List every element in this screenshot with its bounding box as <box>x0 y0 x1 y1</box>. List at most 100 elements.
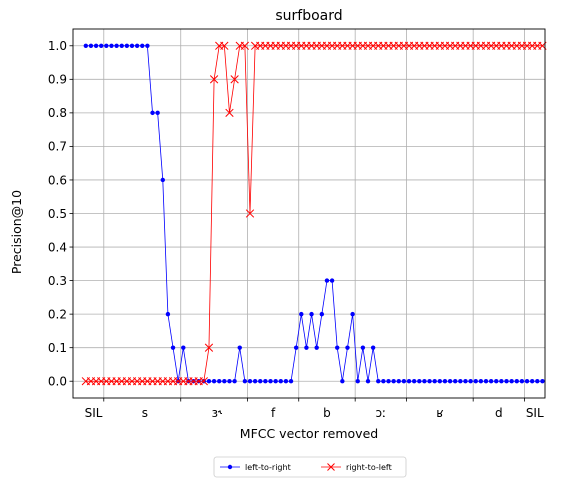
y-tick-label: 1.0 <box>48 39 67 53</box>
data-point <box>206 379 212 384</box>
series-left-to-right <box>83 43 545 384</box>
data-point <box>432 379 437 384</box>
data-point <box>211 379 217 384</box>
y-tick-label: 0.5 <box>48 207 67 221</box>
y-tick-label: 0.9 <box>48 73 67 87</box>
grid <box>73 29 545 398</box>
data-point <box>160 177 165 183</box>
series-right-to-left <box>81 41 547 386</box>
data-point <box>124 43 130 48</box>
data-point <box>309 311 314 317</box>
data-point <box>473 379 478 384</box>
x-tick-label: ɜ˞ <box>212 406 223 420</box>
data-point <box>396 379 401 384</box>
data-point <box>447 379 453 384</box>
data-point <box>199 377 208 386</box>
data-point <box>350 311 355 317</box>
legend: left-to-right right-to-left <box>213 456 407 478</box>
data-point <box>468 379 473 384</box>
series-line <box>85 45 543 382</box>
data-point <box>514 379 519 384</box>
data-point <box>524 379 530 384</box>
legend-label: left-to-right <box>245 463 291 472</box>
chart-title: surfboard <box>275 8 342 24</box>
data-point <box>134 43 140 48</box>
y-tick-label: 0.2 <box>48 307 67 321</box>
data-point <box>365 379 371 384</box>
data-point <box>227 379 232 384</box>
data-point <box>427 379 432 384</box>
data-point <box>340 379 345 384</box>
data-point <box>319 311 325 317</box>
data-point <box>263 379 268 384</box>
data-point <box>478 379 484 384</box>
data-point <box>222 379 227 384</box>
legend-label: right-to-left <box>346 463 392 472</box>
data-point <box>252 379 258 384</box>
x-axis: SIL s ɜ˞ f b ɔː ʁ d SIL <box>85 398 544 420</box>
data-point <box>355 379 360 384</box>
data-point <box>220 41 229 50</box>
data-point <box>391 379 396 384</box>
data-point <box>411 379 417 384</box>
data-point <box>119 43 124 48</box>
data-point <box>483 379 489 384</box>
data-point <box>370 345 376 350</box>
data-point <box>165 311 171 317</box>
data-point <box>204 343 214 352</box>
data-point <box>304 345 309 350</box>
x-tick-label: d <box>495 406 503 420</box>
y-tick-label: 0.4 <box>48 240 67 254</box>
x-axis-label: MFCC vector removed <box>240 426 378 441</box>
data-point <box>488 379 494 384</box>
data-point <box>88 43 94 48</box>
data-point <box>376 379 381 384</box>
data-point <box>453 379 458 384</box>
data-point <box>288 379 294 384</box>
data-point <box>360 345 366 350</box>
data-point <box>437 379 443 384</box>
data-point <box>458 379 463 384</box>
data-point <box>237 345 242 350</box>
data-point <box>129 43 135 48</box>
data-point <box>345 345 350 350</box>
data-point <box>209 75 219 84</box>
data-point <box>150 110 155 116</box>
y-tick-label: 0.7 <box>48 140 67 154</box>
data-point <box>155 110 160 116</box>
data-point <box>230 75 239 84</box>
data-point <box>225 108 234 118</box>
data-point <box>232 379 237 384</box>
data-point <box>170 345 176 350</box>
legend-marker <box>327 463 335 471</box>
data-point <box>93 43 99 48</box>
data-point <box>278 379 283 384</box>
data-point <box>417 379 422 384</box>
x-tick-label: SIL <box>526 406 544 420</box>
data-point <box>293 345 299 350</box>
data-point <box>509 379 514 384</box>
data-point <box>463 379 468 384</box>
x-tick-label: ɔː <box>376 406 387 420</box>
data-point <box>258 379 263 384</box>
y-axis-label: Precision@10 <box>9 190 24 274</box>
legend-marker <box>227 464 233 470</box>
data-point <box>268 379 273 384</box>
y-axis: 0.0 0.1 0.2 0.3 0.4 0.5 0.6 0.7 0.8 0.9 1.0 <box>48 39 73 389</box>
data-point <box>217 379 222 384</box>
x-tick-label: SIL <box>85 406 103 420</box>
data-point <box>299 311 304 317</box>
data-point <box>529 379 535 384</box>
data-point <box>283 379 289 384</box>
data-point <box>381 379 386 384</box>
data-point <box>104 43 109 48</box>
data-point <box>335 345 340 350</box>
data-point <box>406 379 412 384</box>
x-tick-label: f <box>271 406 276 420</box>
data-point <box>273 379 278 384</box>
data-point <box>422 379 427 384</box>
data-point <box>247 379 253 384</box>
x-tick-label: s <box>142 406 148 420</box>
series-layer <box>81 41 547 386</box>
